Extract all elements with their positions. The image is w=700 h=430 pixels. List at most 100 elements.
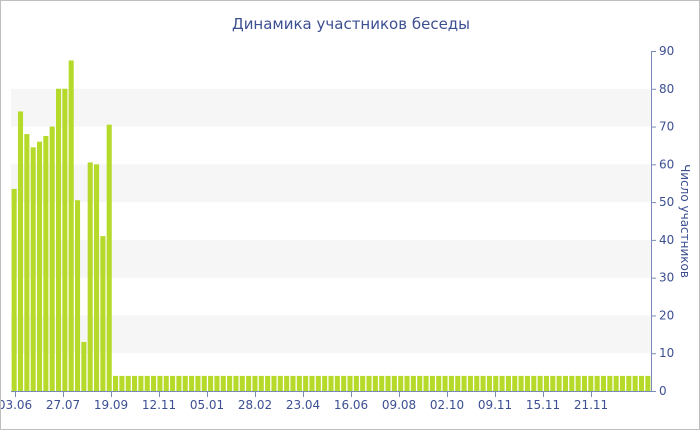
bar bbox=[62, 88, 68, 391]
bar bbox=[43, 136, 49, 391]
bar bbox=[499, 375, 505, 391]
bar bbox=[360, 375, 366, 391]
bar bbox=[404, 375, 410, 391]
bar bbox=[182, 375, 188, 391]
bar bbox=[271, 375, 277, 391]
y-tick-label: 80 bbox=[659, 82, 674, 96]
bar bbox=[474, 375, 480, 391]
bar bbox=[106, 124, 112, 392]
x-tick-label: 21.11 bbox=[574, 398, 608, 412]
bar bbox=[537, 375, 543, 391]
bar bbox=[372, 375, 378, 391]
y-tick-label: 20 bbox=[659, 308, 674, 322]
bar bbox=[594, 375, 600, 391]
bar bbox=[429, 375, 435, 391]
bar bbox=[391, 375, 397, 391]
bar bbox=[36, 141, 43, 391]
y-tick-label: 30 bbox=[659, 271, 674, 285]
y-tick-label: 10 bbox=[659, 346, 674, 360]
bar bbox=[461, 375, 467, 391]
bar bbox=[442, 375, 448, 391]
bar bbox=[638, 375, 645, 391]
bar bbox=[448, 375, 454, 391]
chart-title: Динамика участников беседы bbox=[232, 15, 470, 33]
bar bbox=[334, 375, 340, 391]
x-tick-label: 03.06 bbox=[1, 398, 32, 412]
x-tick-label: 12.11 bbox=[142, 398, 176, 412]
bar bbox=[189, 375, 195, 391]
bar bbox=[309, 375, 315, 391]
bar bbox=[600, 375, 607, 391]
y-tick-label: 70 bbox=[659, 120, 674, 134]
x-tick-label: 28.02 bbox=[238, 398, 272, 412]
bar bbox=[607, 375, 613, 391]
bar bbox=[632, 375, 638, 391]
x-tick-label: 16.06 bbox=[334, 398, 368, 412]
bar bbox=[157, 375, 163, 391]
y-tick-label: 40 bbox=[659, 233, 674, 247]
y-ticks: 0 10 20 30 40 50 60 70 80 90 bbox=[651, 44, 674, 398]
bar bbox=[524, 375, 530, 391]
bar bbox=[163, 375, 169, 391]
bar bbox=[626, 375, 632, 391]
bar bbox=[556, 375, 562, 391]
bar bbox=[550, 375, 556, 391]
x-tick-label: 09.08 bbox=[382, 398, 416, 412]
bar bbox=[125, 375, 131, 391]
bar bbox=[81, 341, 87, 391]
bar bbox=[176, 375, 182, 391]
bar bbox=[277, 375, 283, 391]
bar bbox=[119, 375, 125, 391]
bar bbox=[17, 111, 24, 391]
bar bbox=[201, 375, 207, 391]
bar bbox=[233, 375, 239, 391]
bar bbox=[379, 375, 385, 391]
y-tick-label: 0 bbox=[659, 384, 667, 398]
grid-band bbox=[11, 164, 651, 203]
bar bbox=[214, 375, 220, 391]
bar bbox=[398, 375, 404, 391]
x-tick-label: 19.09 bbox=[94, 398, 128, 412]
bar bbox=[11, 188, 17, 391]
bar bbox=[417, 375, 423, 391]
bar bbox=[87, 162, 93, 391]
bar bbox=[581, 375, 587, 391]
bar bbox=[505, 375, 511, 391]
bar bbox=[645, 375, 651, 391]
bar bbox=[486, 375, 492, 391]
bar bbox=[68, 60, 74, 391]
bar bbox=[144, 375, 150, 391]
bar bbox=[24, 134, 30, 392]
bar bbox=[543, 375, 549, 391]
bars bbox=[11, 60, 651, 392]
bar bbox=[531, 375, 537, 391]
bar bbox=[94, 164, 100, 391]
grid-bands bbox=[11, 88, 651, 354]
grid-band bbox=[11, 239, 651, 278]
bar bbox=[518, 375, 524, 391]
grid-band bbox=[11, 315, 651, 354]
bar bbox=[252, 375, 258, 391]
x-tick-label: 23.04 bbox=[286, 398, 320, 412]
x-tick-label: 09.11 bbox=[478, 398, 512, 412]
bar bbox=[328, 375, 334, 391]
bar bbox=[170, 375, 176, 391]
bar bbox=[562, 375, 568, 391]
x-tick-label: 05.01 bbox=[190, 398, 224, 412]
y-tick-label: 50 bbox=[659, 195, 674, 209]
bar bbox=[480, 375, 486, 391]
bar bbox=[138, 375, 144, 391]
bar bbox=[208, 375, 214, 391]
y-axis-label: Число участников bbox=[678, 164, 692, 278]
bar bbox=[258, 375, 264, 391]
bar bbox=[575, 375, 581, 391]
y-tick-label: 60 bbox=[659, 157, 674, 171]
x-tick-label: 27.07 bbox=[46, 398, 80, 412]
bar bbox=[455, 375, 461, 391]
bar bbox=[619, 375, 626, 391]
bar bbox=[290, 375, 296, 391]
bar bbox=[315, 375, 321, 391]
axes bbox=[11, 51, 652, 392]
bar bbox=[322, 375, 328, 391]
